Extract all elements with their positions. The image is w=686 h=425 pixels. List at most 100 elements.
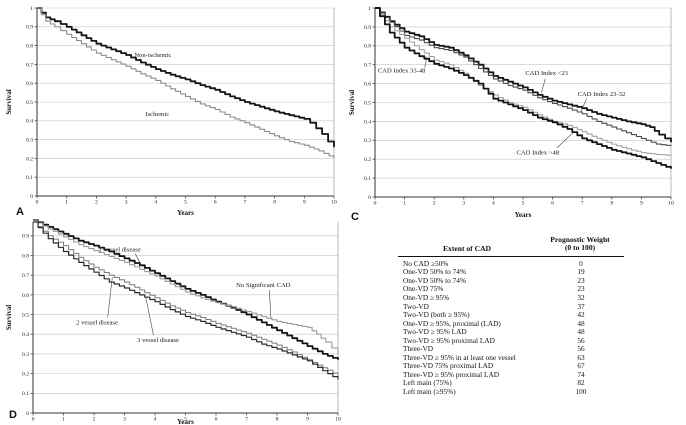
x-axis-title: Years: [177, 418, 194, 425]
curve-label: 1 vessel disease: [99, 247, 141, 254]
x-tick-label: 0: [374, 201, 377, 207]
curve-label: Ischemic: [145, 111, 169, 118]
table-row: Three-VD ≥ 95% proximal LAD 74: [398, 369, 624, 380]
extent-of-cad-cell: Left main (≥95%): [403, 387, 456, 397]
extent-of-cad-cell: Left main (75%): [403, 378, 452, 388]
y-tick-label: 0: [26, 411, 29, 417]
label-leader-line: [269, 289, 272, 319]
curve-label: CAD Index <23: [525, 70, 568, 77]
label-leader-line: [556, 131, 575, 149]
prognostic-weight-cell: 19: [577, 267, 585, 277]
y-tick-label: 0.5: [22, 312, 29, 318]
x-tick-label: 8: [273, 200, 276, 206]
y-tick-label: 0.7: [364, 63, 371, 69]
curve-2-vessel-disease: [33, 221, 339, 376]
curve-cad-index-48: [375, 7, 672, 169]
table-row: Left main (≥95%) 100: [398, 387, 624, 397]
x-tick-label: 8: [610, 201, 613, 207]
y-tick-label: 0.9: [364, 25, 371, 31]
y-tick-label: 0.4: [364, 119, 371, 125]
x-tick-label: 3: [125, 200, 128, 206]
y-tick-label: 0.2: [26, 156, 33, 162]
table-row: Three-VD ≥ 95% in at least one vessel 63: [398, 352, 624, 363]
panel-letter-d: D: [9, 409, 17, 421]
y-tick-label: 0.7: [26, 62, 33, 68]
label-leader-line: [541, 78, 546, 94]
extent-of-cad-cell: Three-VD ≥ 95% proximal LAD: [403, 369, 499, 379]
curve-label: CAD Index 33-48: [378, 67, 426, 74]
panel-letter-a: A: [16, 206, 24, 218]
extent-of-cad-cell: One-VD 75%: [403, 284, 444, 294]
label-leader-line: [580, 98, 587, 113]
extent-of-cad-cell: Three-VD ≥ 95% in at least one vessel: [403, 352, 516, 362]
y-axis-title: Survival: [5, 305, 13, 330]
panel-c-survival-chart: 00.10.20.30.40.50.60.70.80.910 1 2 3 4 5 6 7 8 9 1…: [348, 6, 674, 219]
extent-of-cad-cell: Two-VD ≥ 95% proximal LAD: [403, 335, 495, 345]
y-tick-label: 1: [368, 6, 371, 12]
prognostic-weight-cell: 48: [577, 327, 585, 337]
prognostic-weight-header-line1: Prognostic Weight: [550, 235, 610, 244]
label-leader-line: [145, 297, 154, 336]
extent-of-cad-cell: One-VD 50% to 74%: [403, 275, 467, 285]
x-tick-label: 7: [245, 417, 248, 423]
y-tick-label: 0.4: [22, 332, 29, 338]
table-row: Two-VD ≥ 95% LAD 48: [398, 328, 624, 337]
curve-cad-index-23-32: [375, 7, 672, 146]
prognostic-weight-cell: 82: [577, 378, 585, 388]
y-tick-label: 0.9: [22, 234, 29, 240]
y-tick-label: 0.2: [364, 157, 371, 163]
prognostic-weight-cell: 0: [579, 258, 583, 268]
prognostic-weight-cell: 56: [577, 335, 585, 345]
prognostic-weight-cell: 23: [577, 284, 585, 294]
prognostic-weight-cell: 56: [577, 344, 585, 354]
panel-a-survival-chart: 00.10.20.30.40.50.60.70.80.910 1 2 3 4 5 6 7 8 9 1…: [5, 6, 337, 217]
x-tick-label: 6: [551, 201, 554, 207]
table-row: One-VD 50% to 74% 19: [398, 268, 624, 277]
table-row: One-VD 75% 23: [398, 285, 624, 294]
label-leader-line: [424, 56, 428, 68]
y-tick-label: 0.6: [364, 82, 371, 88]
panel-d-survival-chart: 0 0.1 0.2 0.3 0.4 0.5 0.6 0.7 0.8 0.9 0 1 2 3 4 5 6 7 8 9 10…: [5, 219, 341, 425]
y-tick-label: 0.7: [22, 273, 29, 279]
y-axis-title: Survival: [5, 89, 13, 114]
x-tick-label: 9: [303, 200, 306, 206]
x-tick-label: 6: [215, 417, 218, 423]
x-axis-title: Years: [515, 211, 532, 219]
extent-of-cad-cell: One-VD ≥ 95%: [403, 293, 450, 302]
table-row: One-VD 50% to 74% 23: [398, 275, 624, 286]
y-tick-label: 0.9: [26, 25, 33, 31]
extent-of-cad-cell: Three-VD: [403, 344, 433, 354]
curve-ischemic: [37, 7, 335, 159]
x-tick-label: 4: [492, 201, 495, 207]
curve-cad-index-33-48: [375, 7, 672, 156]
extent-of-cad-cell: Two-VD: [403, 301, 429, 311]
curve-3-vessel-disease: [33, 221, 339, 380]
x-tick-label: 2: [93, 417, 96, 423]
x-tick-label: 2: [95, 200, 98, 206]
panel-letter-c: C: [351, 211, 359, 223]
extent-of-cad-cell: No CAD ≥50%: [403, 258, 449, 268]
x-tick-label: 3: [462, 201, 465, 207]
prognostic-weight-cell: 48: [577, 318, 585, 328]
x-tick-label: 8: [276, 417, 279, 423]
x-tick-label: 7: [244, 200, 247, 206]
extent-of-cad-cell: One-VD ≥ 95%, proximal (LAD): [403, 318, 501, 328]
y-tick-label: 1: [30, 6, 33, 12]
y-tick-label: 0.5: [364, 100, 371, 106]
curve-label: No Significant CAD: [236, 282, 290, 289]
table-row: Left main (75%) 82: [398, 379, 624, 388]
x-tick-label: 0: [36, 200, 39, 206]
table-row: Three-VD 56: [398, 345, 624, 354]
y-tick-label: 0.4: [26, 119, 33, 125]
y-tick-label: 0.8: [22, 253, 29, 259]
curve-non-ischemic: [37, 7, 335, 148]
y-tick-label: 0.6: [26, 81, 33, 87]
x-axis-title: Years: [177, 209, 194, 217]
x-tick-label: 3: [123, 417, 126, 423]
x-tick-label: 2: [433, 201, 436, 207]
prognostic-weight-cell: 23: [577, 275, 585, 285]
x-tick-label: 10: [668, 201, 674, 207]
extent-of-cad-cell: Three-VD 75% proximal LAD: [403, 361, 494, 371]
table-row: Two-VD ≥ 95% proximal LAD 56: [398, 335, 624, 346]
y-tick-label: 0: [368, 195, 371, 201]
